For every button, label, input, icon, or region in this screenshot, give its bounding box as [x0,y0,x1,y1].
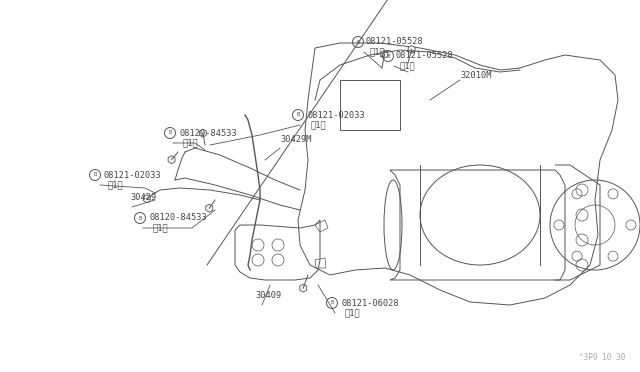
Text: 30429: 30429 [130,193,156,202]
Text: 32010M: 32010M [460,71,492,80]
Polygon shape [168,155,175,164]
Text: B: B [356,39,360,45]
Text: 08121-05528: 08121-05528 [366,38,424,46]
Text: B: B [93,173,97,177]
Polygon shape [408,45,415,54]
Text: B: B [386,54,390,58]
Text: （1）: （1） [370,48,386,57]
Text: 08121-02033: 08121-02033 [104,170,162,180]
Polygon shape [143,195,150,203]
Text: B: B [296,112,300,118]
Polygon shape [206,204,212,212]
Text: B: B [138,215,142,221]
Text: B: B [168,131,172,135]
Text: ^3P0 10 30: ^3P0 10 30 [579,353,625,362]
Text: 08121-06028: 08121-06028 [341,298,399,308]
Text: 08121-05528: 08121-05528 [396,51,454,61]
Text: （1）: （1） [108,180,124,189]
Polygon shape [200,129,206,137]
Text: B: B [330,301,334,305]
Text: 30409: 30409 [255,291,281,299]
Text: （1）: （1） [311,121,327,129]
Text: 30429M: 30429M [280,135,312,144]
Text: （1）: （1） [345,308,361,317]
Text: （1）: （1） [400,61,416,71]
Text: 08120-84533: 08120-84533 [179,128,237,138]
Text: （1）: （1） [183,138,199,148]
Text: 08120-84533: 08120-84533 [149,214,207,222]
Polygon shape [300,284,307,292]
Polygon shape [381,50,388,58]
Text: 08121-02033: 08121-02033 [307,110,365,119]
Text: （1）: （1） [153,224,169,232]
